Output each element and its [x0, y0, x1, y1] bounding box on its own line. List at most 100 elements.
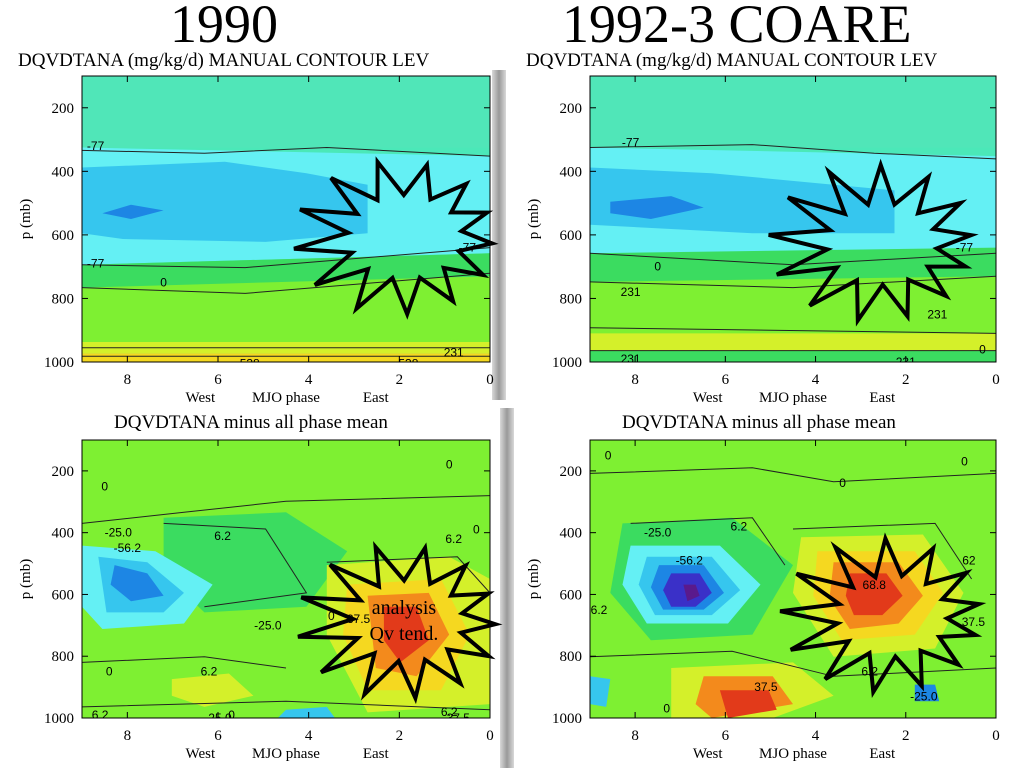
x-axis-label-part: MJO phase [759, 746, 827, 762]
x-tick-label: 4 [305, 372, 313, 388]
y-axis-label: p (mb) [18, 559, 34, 599]
annotation-line-2: Qv tend. [370, 623, 439, 645]
x-axis-label-part: East [363, 746, 390, 762]
contour-label: 0 [160, 276, 167, 290]
x-axis-label-part: MJO phase [759, 390, 827, 406]
y-tick-label: 800 [560, 291, 583, 307]
contour-label: 0 [839, 476, 846, 490]
contour-fill-3 [610, 196, 704, 219]
contour-label: 231 [927, 307, 947, 321]
contour-label: 0 [979, 342, 986, 356]
contour-line-0 [590, 144, 996, 160]
y-axis-label: p (mb) [18, 199, 34, 239]
contour-label: 0 [446, 458, 453, 472]
contour-label: -77 [87, 256, 105, 270]
contour-label: 0 [654, 260, 661, 274]
contour-fill-4 [110, 565, 164, 602]
slide-divider-top [492, 70, 506, 400]
contour-line-4 [82, 700, 490, 711]
y-tick-label: 200 [52, 464, 75, 480]
x-tick-label: 4 [812, 372, 820, 388]
contour-label: 37.5 [347, 612, 371, 626]
x-axis-label-part: West [693, 390, 723, 406]
contour-label: 231 [621, 352, 641, 366]
contour-label: 0 [663, 702, 670, 716]
heading-1992-coare: 1992-3 COARE [562, 0, 912, 54]
x-tick-label: 2 [902, 372, 910, 388]
x-axis-label-part: MJO phase [252, 390, 320, 406]
x-tick-label: 6 [722, 728, 730, 744]
y-tick-label: 1000 [552, 711, 582, 727]
contour-fill-13 [719, 690, 777, 718]
plot-frame [81, 439, 491, 719]
contour-fill-0 [82, 76, 490, 148]
x-tick-label: 0 [992, 372, 1000, 388]
contour-label: -77 [87, 139, 105, 153]
x-tick-label: 0 [992, 728, 1000, 744]
contour-label: 538 [398, 357, 418, 371]
y-tick-label: 400 [52, 526, 75, 542]
contour-label: 6.2 [445, 532, 462, 546]
contour-line-1 [163, 522, 308, 608]
starburst-highlight [293, 156, 499, 320]
contour-label: 0 [106, 665, 113, 679]
contour-line-3 [590, 650, 996, 677]
y-tick-label: 800 [52, 649, 75, 665]
x-tick-label: 8 [124, 372, 132, 388]
contour-label: 231 [621, 285, 641, 299]
starburst-highlight [779, 532, 987, 698]
contour-label: 0 [228, 708, 235, 722]
y-tick-label: 400 [560, 164, 583, 180]
contour-fill-10 [277, 706, 335, 718]
x-axis-label-part: East [869, 746, 896, 762]
contour-label: -56.2 [114, 541, 142, 555]
y-tick-label: 1000 [44, 355, 74, 371]
contour-fill-5 [590, 276, 996, 340]
x-tick-label: 6 [722, 372, 730, 388]
x-tick-label: 6 [214, 372, 222, 388]
plot-area: 0 006.2-25.0-56.26.268.86237.56.2-25.037.… [590, 440, 996, 718]
contour-fill-10 [845, 573, 903, 616]
contour-line-3 [82, 656, 287, 669]
contour-label: 0 [961, 455, 968, 469]
contour-label: 6.2 [591, 603, 608, 617]
plot-frame [589, 75, 997, 363]
chart-panel-1992-anomaly: DQVDTANA minus all phase mean 0 0 0 6.2 -25.0… [526, 412, 1000, 762]
contour-fill-14 [590, 676, 611, 707]
y-tick-label: 200 [560, 101, 583, 117]
y-tick-label: 400 [52, 164, 75, 180]
slide-divider-bottom [500, 408, 514, 768]
contour-label: -25.0 [910, 689, 938, 703]
y-tick-label: 400 [560, 526, 583, 542]
contour-label: 0 [328, 609, 335, 623]
y-tick-label: 1000 [44, 711, 74, 727]
y-axis-label: p (mb) [526, 199, 542, 239]
contour-line-0 [590, 467, 996, 483]
heading-1990: 1990 [170, 0, 278, 54]
contour-fill-15 [914, 684, 940, 702]
x-tick-label: 2 [396, 372, 404, 388]
contour-label: -25.0 [105, 526, 133, 540]
contour-label: 37.5 [754, 680, 778, 694]
x-axis-label-part: East [363, 390, 390, 406]
contour-label: 37.5 [962, 615, 986, 629]
x-axis-label-part: West [186, 390, 216, 406]
contour-label: -25.0 [254, 618, 282, 632]
y-tick-label: 600 [560, 228, 583, 244]
y-tick-label: 800 [560, 649, 583, 665]
contour-label: 6.2 [92, 708, 109, 722]
x-tick-label: 4 [812, 728, 820, 744]
plot-frame [81, 75, 491, 363]
contour-label: 6.2 [441, 705, 458, 719]
contour-label: 62 [962, 553, 976, 567]
x-tick-label: 8 [124, 728, 132, 744]
contour-label: 538 [240, 357, 260, 371]
contour-fill-0 [590, 76, 996, 148]
y-tick-label: 1000 [552, 355, 582, 371]
contour-label: 6.2 [214, 529, 231, 543]
contour-line-3 [590, 327, 996, 334]
x-axis-label-part: West [186, 746, 216, 762]
x-axis-label-part: East [869, 390, 896, 406]
contour-line-1 [82, 247, 490, 269]
